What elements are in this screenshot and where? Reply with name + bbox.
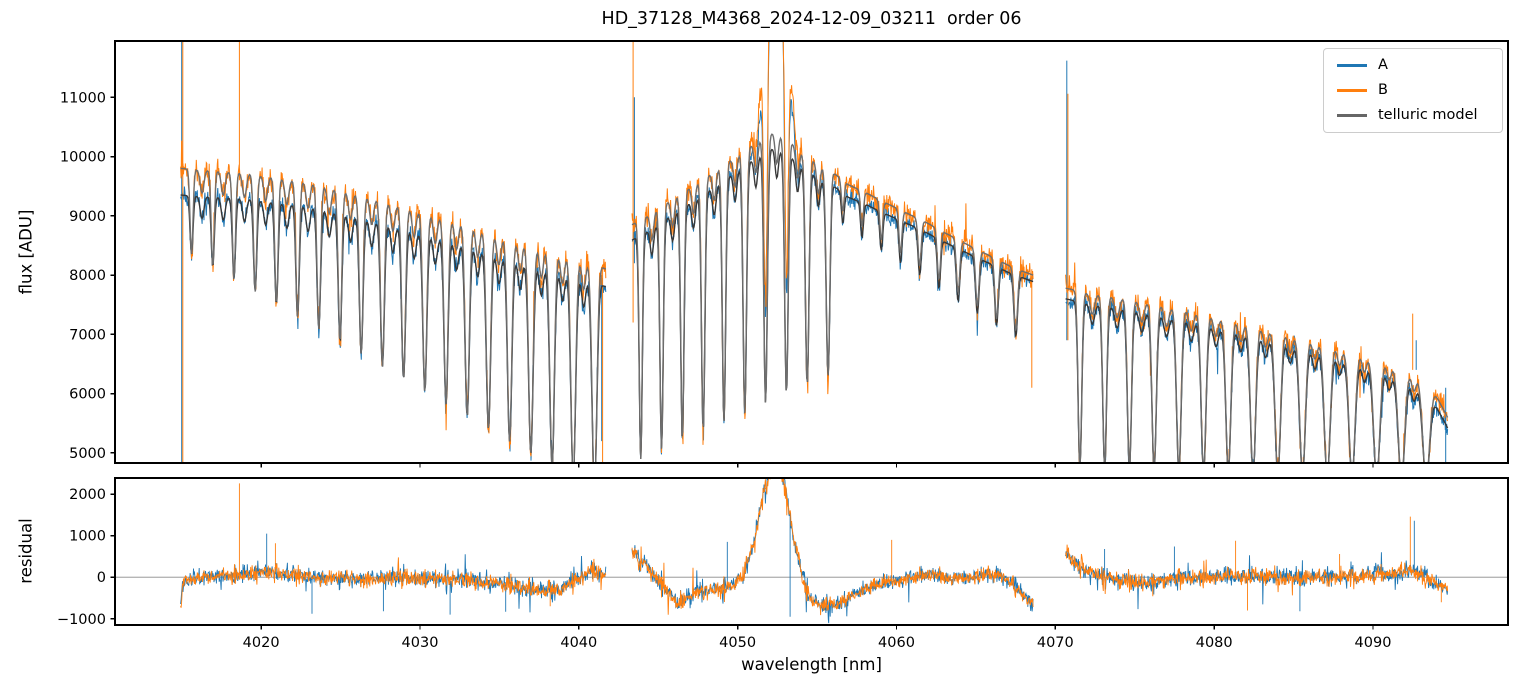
y-axis-label-flux: flux [ADU] [16, 209, 36, 295]
residual-series-B [631, 478, 1034, 616]
flux-tick-label: 7000 [69, 327, 106, 343]
x-tick-label: 4050 [719, 635, 756, 651]
residual-tick-label: 0 [97, 570, 106, 586]
telluric-model-B [1065, 287, 1449, 463]
flux-tick-label: 5000 [69, 446, 106, 462]
plot-title: HD_37128_M4368_2024-12-09_03211 order 06 [601, 9, 1022, 29]
flux-series-A [180, 41, 607, 463]
flux-tick-label: 9000 [69, 209, 106, 225]
residual-tick-label: 2000 [69, 487, 106, 503]
telluric-model-B [631, 133, 1034, 459]
spines-and-ticks [110, 40, 1509, 630]
residual-tick-label: 1000 [69, 529, 106, 545]
legend-item-a: A [1324, 55, 1502, 77]
legend-item-b: B [1324, 80, 1502, 102]
legend-line-telluric-model [1337, 114, 1367, 117]
x-axis-label: wavelength [nm] [741, 655, 882, 674]
axes-flux [180, 41, 1449, 463]
legend-label-telluric-model: telluric model [1378, 107, 1478, 124]
x-tick-label: 4020 [243, 635, 280, 651]
legend-label-a: A [1378, 57, 1388, 74]
legend-label-b: B [1378, 82, 1388, 99]
x-tick-label: 4030 [402, 635, 439, 651]
legend: A B telluric model [1323, 48, 1503, 133]
residual-series-B [180, 483, 607, 608]
legend-line-a [1337, 64, 1367, 67]
residual-tick-label: −1000 [57, 612, 106, 628]
flux-series-B [180, 41, 607, 463]
telluric-model-B [180, 167, 607, 463]
flux-tick-label: 6000 [69, 387, 106, 403]
x-tick-label: 4040 [560, 635, 597, 651]
legend-item-telluric-model: telluric model [1324, 105, 1502, 127]
tick-labels: 4020 4030 4040 4050 4060 4070 4080 4090 5000 6000… [57, 90, 1392, 651]
x-tick-label: 4070 [1037, 635, 1074, 651]
flux-tick-label: 11000 [60, 90, 106, 106]
flux-series-A [631, 41, 1034, 459]
residual-series-B [1065, 516, 1449, 611]
flux-tick-label: 8000 [69, 268, 106, 284]
legend-line-b [1337, 89, 1367, 92]
x-tick-label: 4080 [1196, 635, 1233, 651]
x-tick-label: 4060 [878, 635, 915, 651]
flux-series-B [1065, 93, 1449, 463]
axes-residual [180, 478, 1449, 624]
y-axis-label-residual: residual [16, 518, 36, 584]
x-tick-label: 4090 [1355, 635, 1392, 651]
residual-series-A [1065, 520, 1449, 612]
flux-tick-label: 10000 [60, 150, 106, 166]
flux-series-B [631, 41, 1034, 459]
